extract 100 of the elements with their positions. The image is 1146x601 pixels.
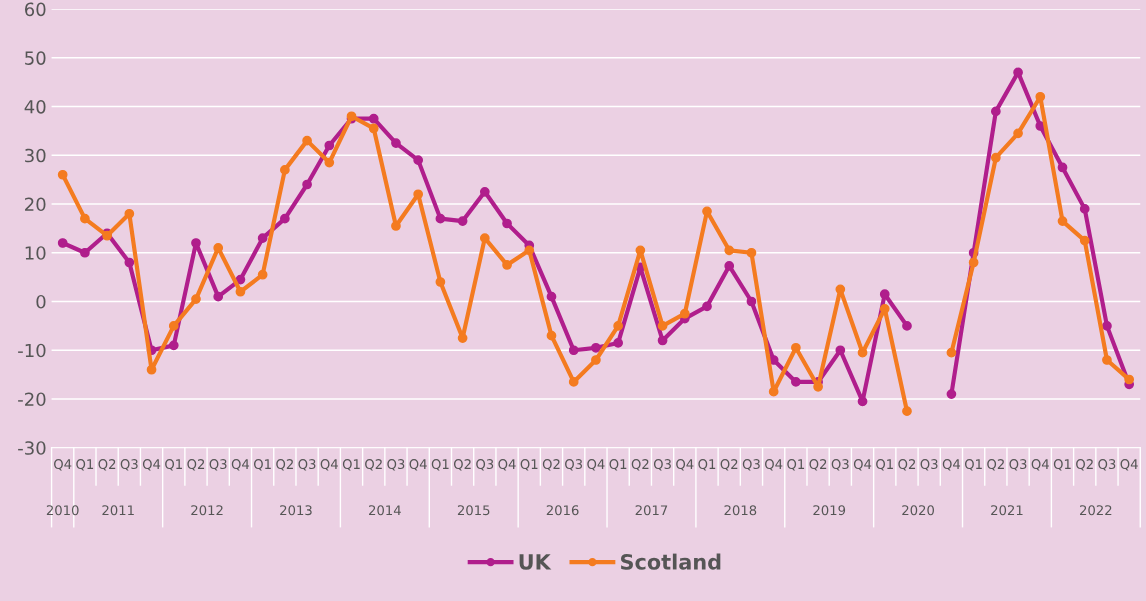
point [902,321,912,331]
point [302,135,312,146]
x-tick-label: Q3 [831,459,849,471]
text: 2022 [1080,505,1112,516]
x-tick-label: Q4 [1031,459,1049,471]
x-tick-label: Q2 [898,459,916,471]
x-tick-label: Q3 [476,459,494,471]
point [524,245,535,256]
x-tick-label: Q1 [787,459,805,471]
point [746,247,757,258]
x-tick-label: Q4 [409,459,427,471]
point [168,321,179,331]
x-tick-label: Q1 [964,459,982,471]
x-tick-label: Q1 [876,459,893,471]
x-tick-label: Q4 [765,459,783,471]
point [791,377,801,387]
x-tick-label: Q2 [720,459,738,471]
x-tick-label: Q3 [298,459,316,471]
point [546,330,557,341]
y-tick-label: -10 [18,343,46,358]
point [568,345,579,356]
point [702,301,712,312]
x-tick-label: Q1 [1053,459,1071,471]
x-tick-label: Q3 [920,459,938,471]
x-tick-label: Q4 [853,459,872,471]
text: 2011 [102,505,134,516]
point [613,321,624,331]
point [1124,374,1135,385]
y-tick-label: 40 [24,99,46,114]
y-tick-label: -30 [18,441,46,455]
x-tick-label: Q3 [565,459,583,471]
point [968,257,979,268]
text: 2019 [813,505,846,516]
text: 2010 [46,505,79,516]
point [946,347,957,358]
point [213,243,224,253]
point [591,355,601,365]
text: 2018 [724,505,757,516]
point [302,179,312,190]
point [191,238,201,248]
point [368,113,379,124]
y-tick-label: 10 [25,246,46,260]
legend-label: UK [519,554,552,570]
point [835,345,846,356]
x-tick-label: Q4 [498,459,516,471]
point [879,303,890,314]
point [257,233,268,243]
point [657,335,668,346]
y-tick-label: -20 [18,392,46,407]
point [902,406,912,417]
x-tick-label: Q4 [231,459,250,471]
point [57,238,68,248]
x-tick-label: Q2 [365,459,382,471]
point [679,308,690,319]
point [479,233,490,243]
point [146,364,157,375]
point [724,245,735,256]
x-tick-label: Q1 [253,459,271,471]
point [1102,321,1112,331]
text: 2020 [902,505,934,516]
point [502,260,512,270]
x-tick-label: Q1 [342,459,360,471]
point [568,377,579,387]
x-tick-label: Q1 [431,459,449,471]
x-tick-label: Q4 [54,459,72,471]
point [1035,91,1046,102]
x-tick-label: Q2 [453,459,471,471]
x-tick-label: Q1 [76,459,94,471]
text: 2016 [546,505,579,516]
y-tick-label: 30 [25,148,46,163]
x-tick-label: Q4 [1120,459,1138,471]
x-tick-label: Q2 [187,459,205,471]
text: 2015 [457,505,490,516]
point [791,342,801,353]
point [435,213,446,224]
point [168,340,179,351]
x-tick-label: Q3 [209,459,227,471]
point [613,338,624,348]
point [724,261,735,271]
point [990,152,1001,163]
x-tick-label: Q4 [942,459,961,471]
x-tick-label: Q2 [987,459,1004,471]
text: 2021 [991,505,1023,516]
point [257,269,268,280]
point [1079,235,1090,246]
x-tick-label: Q3 [387,459,405,471]
point [280,165,290,175]
point [57,169,68,180]
point [502,218,512,229]
y-tick-label: 20 [25,197,46,212]
point [368,123,379,134]
x-tick-label: Q3 [1098,459,1116,471]
point [80,247,90,258]
point [191,294,201,304]
point [80,213,90,224]
text: 2013 [280,505,312,516]
x-tick-label: Q3 [120,459,138,471]
point [946,389,957,399]
point [124,208,135,219]
point [990,106,1001,117]
